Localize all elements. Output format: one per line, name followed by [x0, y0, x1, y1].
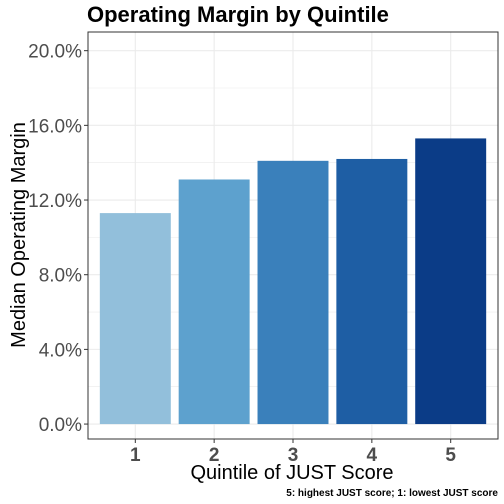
chart-title: Operating Margin by Quintile	[87, 2, 389, 27]
x-tick-label: 2	[209, 445, 220, 466]
y-tick-label: 0.0%	[39, 415, 82, 436]
y-tick-label: 8.0%	[39, 266, 82, 287]
bars	[99, 138, 487, 425]
bar-quintile-3	[257, 160, 329, 425]
bar-quintile-5	[415, 138, 487, 425]
x-tick-label: 5	[445, 445, 456, 466]
x-tick-label: 4	[367, 445, 378, 466]
bar-quintile-1	[99, 213, 171, 425]
x-tick-label: 1	[130, 445, 141, 466]
bar-quintile-4	[336, 158, 408, 425]
x-axis-label: Quintile of JUST Score	[190, 462, 393, 484]
y-tick-label: 4.0%	[39, 340, 82, 361]
x-tick-label: 3	[288, 445, 299, 466]
y-axis-ticks: 0.0% 4.0% 8.0% 12.0% 16.0% 20.0%	[28, 42, 88, 436]
chart-caption: 5: highest JUST score; 1: lowest JUST sc…	[286, 488, 498, 499]
y-tick-label: 20.0%	[28, 42, 82, 63]
y-tick-label: 12.0%	[28, 191, 82, 212]
y-axis-label: Median Operating Margin	[8, 122, 30, 348]
x-axis-ticks: 1 2 3 4 5	[130, 439, 456, 466]
bar-quintile-2	[178, 179, 250, 425]
y-tick-label: 16.0%	[28, 116, 82, 137]
